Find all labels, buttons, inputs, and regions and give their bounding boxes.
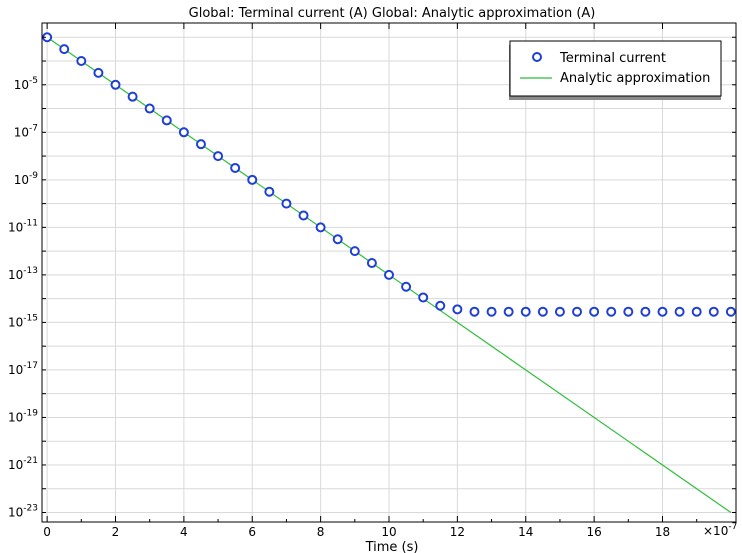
terminal-current-point (161, 115, 172, 126)
terminal-current-point (401, 281, 412, 292)
terminal-current-point (144, 103, 155, 114)
terminal-current-point (674, 306, 685, 317)
x-multiplier-base: ×10 (703, 524, 728, 538)
terminal-current-point (691, 306, 702, 317)
y-tick-label: 10-21 (8, 456, 38, 472)
y-tick-label: 10-15 (8, 313, 38, 329)
legend-label-analytic: Analytic approximation (560, 71, 710, 86)
y-tick-label: 10-9 (14, 171, 39, 187)
terminal-current-point (230, 162, 241, 173)
terminal-current-point (708, 306, 719, 317)
terminal-current-point (127, 91, 138, 102)
terminal-current-point (486, 306, 497, 317)
x-tick-label: 4 (180, 525, 188, 539)
terminal-current-point (349, 246, 360, 257)
y-tick-label: 10-13 (8, 266, 38, 282)
terminal-current-point (520, 306, 531, 317)
terminal-current-point (59, 44, 70, 55)
y-tick-label: 10-19 (8, 408, 38, 424)
x-tick-label: 2 (112, 525, 120, 539)
legend: Terminal current Analytic approximation (509, 40, 722, 100)
x-tick-label: 14 (518, 525, 533, 539)
terminal-current-point (725, 306, 736, 317)
chart-title: Global: Terminal current (A) Global: Ana… (189, 6, 596, 21)
terminal-current-point (554, 306, 565, 317)
terminal-current-point (589, 306, 600, 317)
terminal-current-point (418, 292, 429, 303)
x-tick-label: 8 (317, 525, 325, 539)
y-tick-label: 10-11 (8, 218, 38, 234)
terminal-current-point (298, 210, 309, 221)
y-tick-label: 10-17 (8, 361, 38, 377)
x-tick-label: 6 (248, 525, 256, 539)
x-tick-label: 18 (655, 525, 670, 539)
terminal-current-point (178, 127, 189, 138)
terminal-current-point (640, 306, 651, 317)
terminal-current-point (452, 304, 463, 315)
terminal-current-point (315, 222, 326, 233)
terminal-current-point (76, 56, 87, 67)
terminal-current-point (247, 174, 258, 185)
x-tick-label: 12 (450, 525, 465, 539)
legend-box (509, 40, 722, 97)
x-tick-label: 0 (43, 525, 51, 539)
legend-label-terminal-current: Terminal current (559, 51, 666, 66)
x-axis-label: Time (s) (365, 540, 419, 553)
terminal-current-point (572, 306, 583, 317)
terminal-current-point (657, 306, 668, 317)
terminal-current-point (384, 269, 394, 280)
terminal-current-point (93, 67, 104, 78)
terminal-current-point (213, 151, 224, 162)
terminal-current-point (281, 198, 292, 209)
x-multiplier-label: ×10-7 (703, 522, 737, 538)
x-multiplier-exponent: -7 (728, 522, 737, 532)
terminal-current-point (195, 139, 206, 150)
terminal-current-point (503, 306, 514, 317)
terminal-current-series-group (42, 32, 736, 317)
y-tick-label: 10-7 (14, 123, 38, 139)
terminal-current-point (366, 257, 377, 268)
x-tick-label: 10 (381, 525, 396, 539)
x-axis-ticks: 0 2 4 6 8 10 12 14 16 18 (43, 23, 698, 539)
x-tick-label: 16 (586, 525, 601, 539)
terminal-current-point (332, 234, 343, 245)
terminal-current-point (264, 186, 275, 197)
y-axis-ticks: 10-23 10-21 10-19 10-17 10-15 10-13 10-11 10-9 1… (8, 36, 736, 519)
legend-marker-terminal-current (532, 52, 542, 62)
terminal-current-point (537, 306, 548, 317)
y-gridlines (42, 36, 736, 513)
terminal-current-point (110, 79, 121, 90)
terminal-current-point (435, 300, 446, 311)
terminal-current-point (623, 306, 634, 317)
terminal-current-point (469, 306, 480, 317)
terminal-current-point (606, 306, 617, 317)
y-tick-label: 10-5 (14, 76, 38, 92)
y-tick-label: 10-23 (8, 503, 38, 519)
